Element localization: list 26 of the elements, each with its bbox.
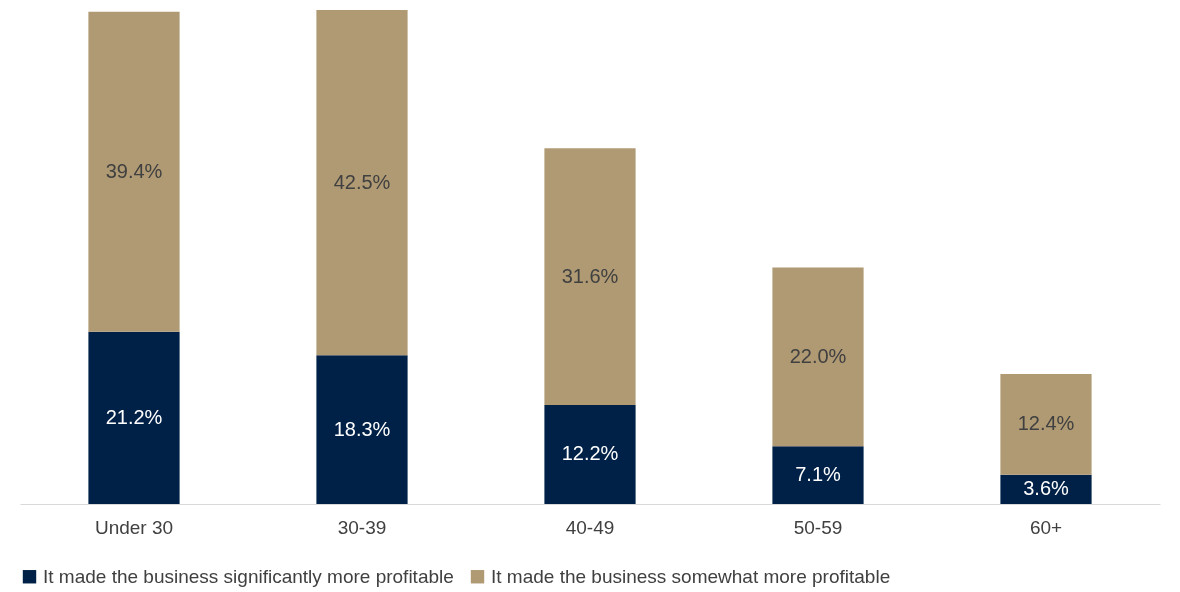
data-label: 7.1%: [795, 463, 842, 486]
bar: [772, 267, 864, 447]
data-label: 3.6%: [1023, 477, 1070, 500]
bar: [316, 10, 408, 356]
x-tick-label: 50-59: [793, 516, 843, 538]
legend-label: It made the business significantly more profitable: [43, 565, 454, 587]
data-label: 31.6%: [561, 264, 619, 287]
data-label: 39.4%: [105, 159, 163, 182]
x-tick-label: Under 30: [94, 516, 174, 538]
data-label: 12.2%: [561, 442, 619, 465]
bar: [544, 404, 636, 504]
bar: [316, 355, 408, 504]
bar: [1000, 374, 1092, 475]
bar: [772, 446, 864, 504]
bar: [544, 148, 636, 405]
bar: [88, 331, 180, 504]
x-tick-label: 30-39: [337, 516, 387, 538]
data-label: 22.0%: [789, 344, 847, 367]
legend-label: It made the business somewhat more profitable: [491, 565, 891, 587]
bar: [88, 11, 180, 332]
x-tick-label: 40-49: [565, 516, 615, 538]
data-label: 12.4%: [1017, 412, 1075, 435]
x-tick-label: 60+: [1029, 516, 1063, 538]
data-label: 18.3%: [333, 417, 391, 440]
data-label: 21.2%: [105, 405, 163, 428]
data-label: 42.5%: [333, 170, 391, 193]
